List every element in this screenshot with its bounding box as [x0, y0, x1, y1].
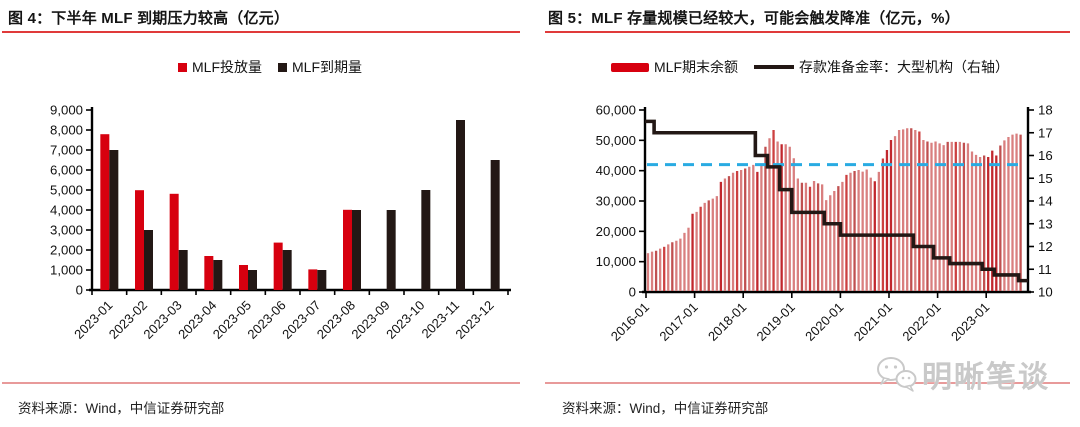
svg-text:0: 0	[76, 283, 83, 298]
figure5-title-underline	[545, 31, 1070, 33]
svg-text:2016-01: 2016-01	[608, 300, 652, 344]
legend-item-mlf-maturity: MLF到期量	[278, 57, 362, 77]
figure4-source-divider	[2, 382, 520, 384]
svg-text:30,000: 30,000	[596, 194, 636, 209]
svg-text:3,000: 3,000	[50, 223, 83, 238]
svg-text:2019-01: 2019-01	[754, 300, 798, 344]
figure4-source-text: 资料来源：Wind，中信证券研究部	[18, 401, 225, 416]
svg-text:2023-12: 2023-12	[452, 298, 496, 342]
figure4-title: 图 4：下半年 MLF 到期压力较高（亿元）	[8, 10, 290, 27]
figure4-legend: MLF投放量 MLF到期量	[0, 57, 540, 77]
figure5-legend: MLF期末余额 存款准备金率：大型机构（右轴）	[540, 57, 1080, 77]
svg-text:10: 10	[1038, 285, 1053, 300]
svg-text:12: 12	[1038, 239, 1053, 254]
figure5-source-divider	[545, 382, 1070, 384]
legend-label: MLF期末余额	[654, 59, 738, 75]
red-thickline-marker	[611, 62, 649, 72]
svg-text:6,000: 6,000	[50, 163, 83, 178]
legend-item-mlf-balance: MLF期末余额	[611, 57, 738, 77]
svg-text:0: 0	[629, 285, 636, 300]
figure4-panel: 图 4：下半年 MLF 到期压力较高（亿元） MLF投放量 MLF到期量 0 1,…	[0, 10, 540, 416]
svg-text:7,000: 7,000	[50, 143, 83, 158]
svg-text:16: 16	[1038, 148, 1053, 163]
svg-text:13: 13	[1038, 216, 1053, 231]
svg-text:14: 14	[1038, 194, 1053, 209]
figure4-bar-chart: 0 1,000 2,000 3,000 4,000 5,000 6,000 7,000 8,00…	[50, 103, 511, 342]
svg-text:10,000: 10,000	[596, 254, 636, 269]
red-square-marker	[178, 62, 187, 72]
svg-text:11: 11	[1038, 262, 1052, 277]
svg-text:2018-01: 2018-01	[705, 300, 749, 344]
svg-text:50,000: 50,000	[596, 133, 636, 148]
svg-text:2020-01: 2020-01	[802, 300, 846, 344]
dark-line-marker	[754, 65, 794, 69]
figure5-source-text: 资料来源：Wind，中信证券研究部	[562, 401, 769, 416]
figure5-title: 图 5：MLF 存量规模已经较大，可能会触发降准（亿元，%）	[548, 10, 960, 27]
legend-label: MLF投放量	[192, 59, 262, 75]
legend-label: MLF到期量	[292, 59, 362, 75]
svg-text:9,000: 9,000	[50, 103, 83, 118]
dark-square-marker	[278, 62, 287, 72]
figure5-panel: 图 5：MLF 存量规模已经较大，可能会触发降准（亿元，%） MLF期末余额 存…	[540, 0, 1080, 427]
svg-text:17: 17	[1038, 125, 1053, 140]
figure5-bar-line-chart: 0 10,000 20,000 30,000 40,000 50,000 60,000 10 1…	[596, 103, 1053, 344]
svg-text:1,000: 1,000	[50, 263, 83, 278]
svg-text:2022-01: 2022-01	[899, 300, 943, 344]
legend-item-mlf-injection: MLF投放量	[178, 57, 262, 77]
svg-text:2023-10: 2023-10	[383, 298, 427, 342]
svg-text:2,000: 2,000	[50, 243, 83, 258]
svg-text:60,000: 60,000	[596, 103, 636, 118]
legend-item-rrr: 存款准备金率：大型机构（右轴）	[754, 57, 1009, 77]
svg-text:5,000: 5,000	[50, 183, 83, 198]
svg-text:18: 18	[1038, 103, 1053, 118]
legend-label: 存款准备金率：大型机构（右轴）	[799, 59, 1009, 75]
svg-text:2023-01: 2023-01	[948, 300, 992, 344]
svg-text:4,000: 4,000	[50, 203, 83, 218]
svg-text:20,000: 20,000	[596, 224, 636, 239]
svg-text:2021-01: 2021-01	[851, 300, 895, 344]
svg-text:40,000: 40,000	[596, 163, 636, 178]
figure4-title-underline	[2, 31, 520, 33]
svg-text:2017-01: 2017-01	[656, 300, 700, 344]
svg-text:15: 15	[1038, 171, 1053, 186]
svg-text:8,000: 8,000	[50, 123, 83, 138]
